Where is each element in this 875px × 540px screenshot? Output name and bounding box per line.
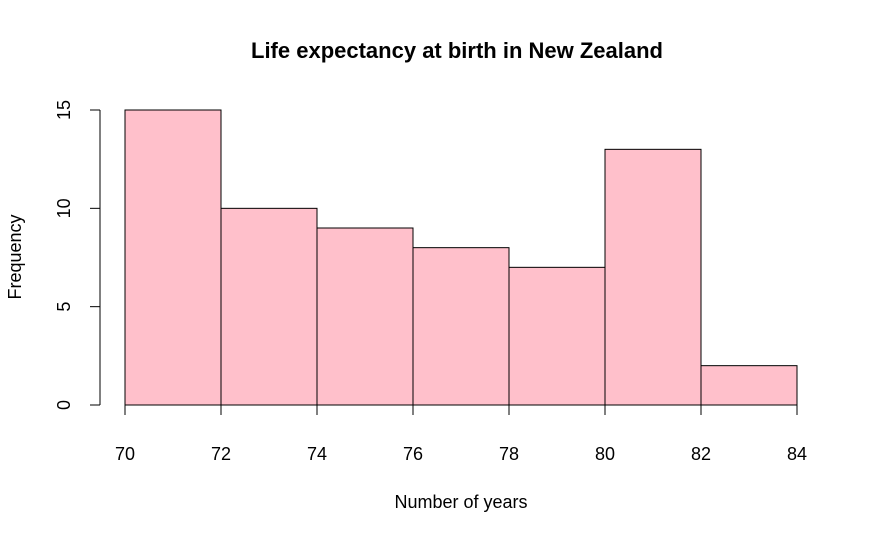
chart-title: Life expectancy at birth in New Zealand bbox=[251, 38, 663, 63]
histogram-bar-2 bbox=[316, 227, 414, 406]
x-tick-label: 76 bbox=[403, 444, 423, 464]
y-tick-label: 10 bbox=[54, 198, 74, 218]
histogram-bar-3 bbox=[412, 247, 510, 406]
histogram-bar-1 bbox=[220, 207, 318, 406]
histogram-bar-4 bbox=[508, 266, 606, 406]
x-tick-label: 74 bbox=[307, 444, 327, 464]
bars-group bbox=[124, 109, 798, 406]
x-tick-label: 84 bbox=[787, 444, 807, 464]
y-tick-label: 0 bbox=[54, 400, 74, 410]
x-tick-label: 72 bbox=[211, 444, 231, 464]
x-tick-label: 82 bbox=[691, 444, 711, 464]
x-axis: 70 72 74 76 78 80 82 84 bbox=[115, 404, 807, 464]
x-tick-label: 78 bbox=[499, 444, 519, 464]
y-tick-label: 15 bbox=[54, 100, 74, 120]
x-axis-label: Number of years bbox=[394, 492, 527, 512]
y-axis-label: Frequency bbox=[5, 214, 25, 299]
histogram-bar-5 bbox=[604, 148, 702, 406]
histogram-bar-0 bbox=[124, 109, 222, 406]
x-tick-label: 80 bbox=[595, 444, 615, 464]
y-axis: 0 5 10 15 bbox=[54, 100, 101, 410]
y-tick-label: 5 bbox=[54, 302, 74, 312]
histogram-bar-6 bbox=[700, 365, 798, 406]
x-tick-label: 70 bbox=[115, 444, 135, 464]
